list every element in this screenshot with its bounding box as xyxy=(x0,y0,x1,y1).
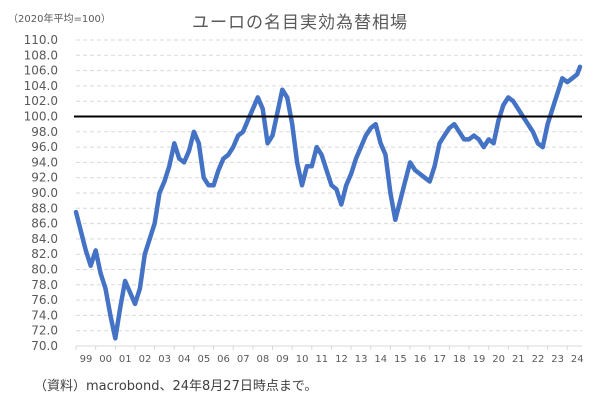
y-tick-label: 110.0 xyxy=(24,33,58,47)
x-tick-label: 24 xyxy=(571,354,584,365)
x-tick-label: 00 xyxy=(99,354,112,365)
x-tick-label: 15 xyxy=(394,354,407,365)
x-tick-label: 16 xyxy=(414,354,427,365)
x-tick-label: 22 xyxy=(532,354,545,365)
x-tick-label: 10 xyxy=(296,354,309,365)
x-tick-label: 05 xyxy=(198,354,211,365)
y-tick-label: 86.0 xyxy=(31,217,58,231)
y-tick-label: 104.0 xyxy=(24,79,58,93)
x-tick-label: 21 xyxy=(512,354,525,365)
y-tick-label: 94.0 xyxy=(31,155,58,169)
unit-note: （2020年平均=100） xyxy=(8,14,111,25)
chart-title: ユーロの名目実効為替相場 xyxy=(192,13,408,33)
y-tick-label: 98.0 xyxy=(31,125,58,139)
y-tick-label: 100.0 xyxy=(24,110,58,124)
y-tick-label: 72.0 xyxy=(31,324,58,338)
y-axis-labels: 70.072.0 74.076.078.080.0 82.084.086.0 88.0… xyxy=(24,33,58,353)
y-tick-label: 108.0 xyxy=(24,48,58,62)
y-tick-label: 74.0 xyxy=(31,308,58,322)
y-tick-label: 92.0 xyxy=(31,171,58,185)
y-tick-label: 80.0 xyxy=(31,263,58,277)
x-tick-label: 08 xyxy=(256,354,269,365)
x-tick-label: 04 xyxy=(178,354,191,365)
x-tick-label: 20 xyxy=(492,354,505,365)
y-tick-label: 90.0 xyxy=(31,186,58,200)
y-tick-label: 78.0 xyxy=(31,278,58,292)
x-tick-label: 14 xyxy=(374,354,387,365)
y-tick-label: 88.0 xyxy=(31,201,58,215)
x-tick-label: 99 xyxy=(80,354,93,365)
x-tick-label: 03 xyxy=(158,354,171,365)
x-tick-label: 18 xyxy=(453,354,466,365)
y-tick-label: 76.0 xyxy=(31,293,58,307)
x-tick-label: 02 xyxy=(139,354,152,365)
x-tick-label: 01 xyxy=(119,354,132,365)
x-tick-label: 12 xyxy=(335,354,348,365)
x-tick-label: 07 xyxy=(237,354,250,365)
x-tick-label: 11 xyxy=(315,354,328,365)
gridlines xyxy=(76,39,582,332)
data-series-line xyxy=(73,64,583,341)
x-tick-label: 09 xyxy=(276,354,289,365)
x-tick-label: 19 xyxy=(473,354,486,365)
y-tick-label: 96.0 xyxy=(31,140,58,154)
y-tick-label: 102.0 xyxy=(24,94,58,108)
y-tick-label: 106.0 xyxy=(24,64,58,78)
x-tick-label: 06 xyxy=(217,354,230,365)
x-tick-label: 17 xyxy=(433,354,446,365)
x-axis: 99 00 01 02 03 04 05 06 07 08 09 10 11 12 13 14 15 16 17 18… xyxy=(75,345,584,365)
source-note: （資料）macrobond、24年8月27日時点まで。 xyxy=(34,379,318,394)
y-tick-label: 70.0 xyxy=(31,339,58,353)
y-tick-label: 84.0 xyxy=(31,232,58,246)
y-tick-label: 82.0 xyxy=(31,247,58,261)
x-tick-label: 23 xyxy=(551,354,564,365)
x-tick-label: 13 xyxy=(355,354,368,365)
